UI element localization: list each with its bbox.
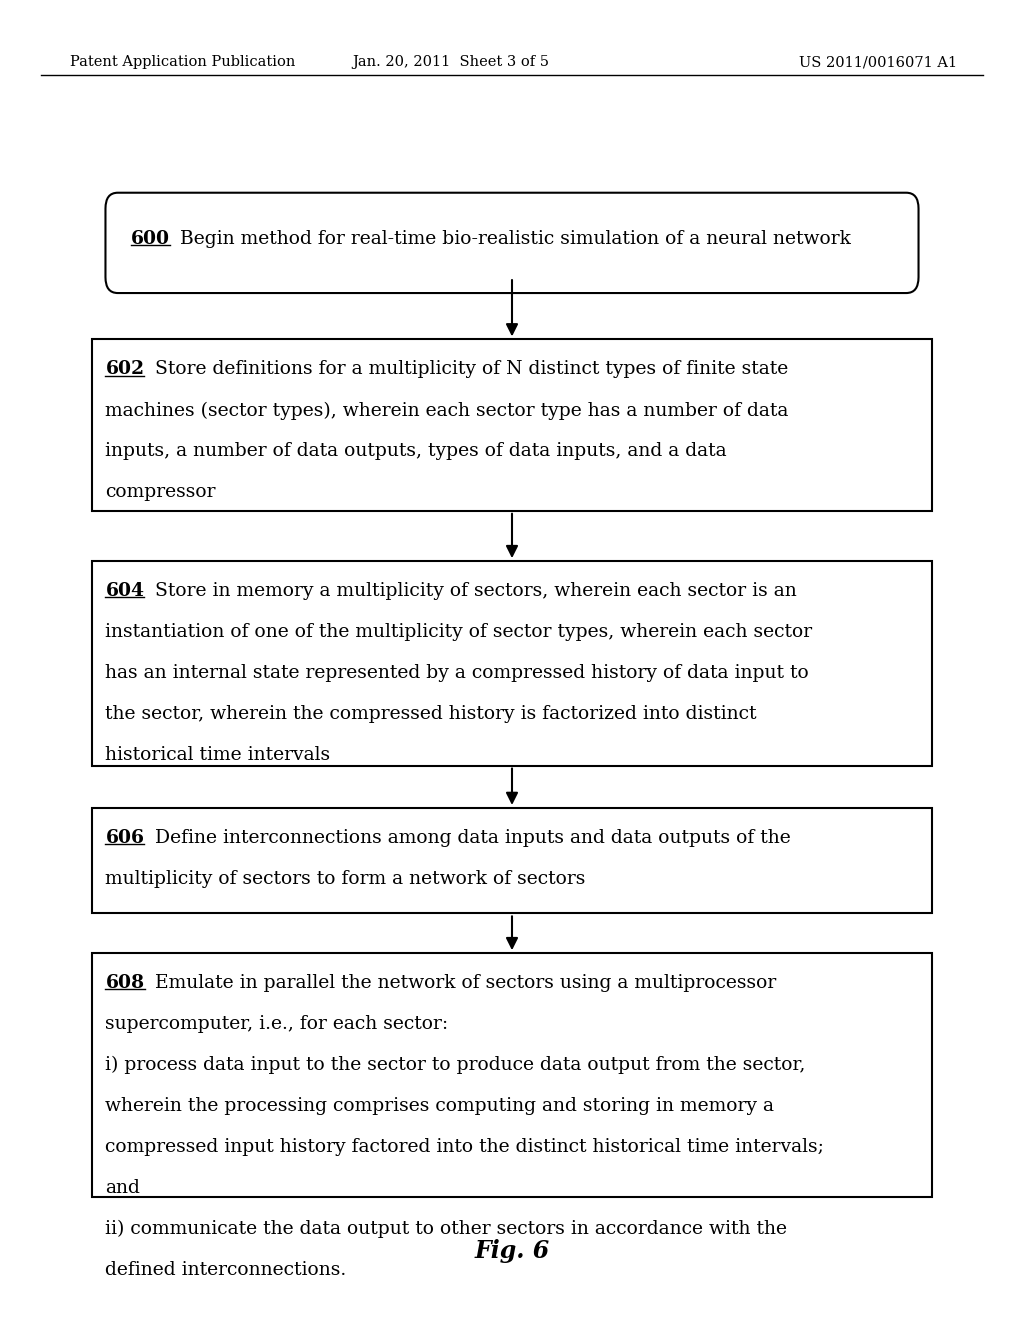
Text: 602: 602 (105, 360, 144, 379)
Text: Patent Application Publication: Patent Application Publication (70, 55, 295, 69)
Text: instantiation of one of the multiplicity of sector types, wherein each sector: instantiation of one of the multiplicity… (105, 623, 813, 642)
Text: i) process data input to the sector to produce data output from the sector,: i) process data input to the sector to p… (105, 1056, 806, 1074)
Text: Begin method for real-time bio-realistic simulation of a neural network: Begin method for real-time bio-realistic… (174, 230, 851, 248)
Text: Emulate in parallel the network of sectors using a multiprocessor: Emulate in parallel the network of secto… (148, 974, 776, 993)
Bar (92, 808, 932, 913)
Text: defined interconnections.: defined interconnections. (105, 1261, 347, 1279)
Text: and: and (105, 1179, 140, 1197)
Text: the sector, wherein the compressed history is factorized into distinct: the sector, wherein the compressed histo… (105, 705, 757, 723)
Text: 604: 604 (105, 582, 144, 601)
Text: inputs, a number of data outputs, types of data inputs, and a data: inputs, a number of data outputs, types … (105, 442, 727, 461)
Text: 606: 606 (105, 829, 144, 847)
Text: historical time intervals: historical time intervals (105, 746, 331, 764)
Bar (92, 339, 932, 511)
Text: 600: 600 (131, 230, 170, 248)
Text: Define interconnections among data inputs and data outputs of the: Define interconnections among data input… (148, 829, 791, 847)
Text: Jan. 20, 2011  Sheet 3 of 5: Jan. 20, 2011 Sheet 3 of 5 (352, 55, 549, 69)
Bar (92, 953, 932, 1197)
Text: has an internal state represented by a compressed history of data input to: has an internal state represented by a c… (105, 664, 809, 682)
Text: US 2011/0016071 A1: US 2011/0016071 A1 (800, 55, 957, 69)
Text: machines (sector types), wherein each sector type has a number of data: machines (sector types), wherein each se… (105, 401, 788, 420)
Text: compressed input history factored into the distinct historical time intervals;: compressed input history factored into t… (105, 1138, 824, 1156)
Text: wherein the processing comprises computing and storing in memory a: wherein the processing comprises computi… (105, 1097, 774, 1115)
Text: Store in memory a multiplicity of sectors, wherein each sector is an: Store in memory a multiplicity of sector… (148, 582, 797, 601)
Text: multiplicity of sectors to form a network of sectors: multiplicity of sectors to form a networ… (105, 870, 586, 888)
Text: compressor: compressor (105, 483, 216, 502)
Text: Fig. 6: Fig. 6 (474, 1239, 550, 1263)
FancyBboxPatch shape (105, 193, 919, 293)
Bar (92, 561, 932, 766)
Text: ii) communicate the data output to other sectors in accordance with the: ii) communicate the data output to other… (105, 1220, 787, 1238)
Text: Store definitions for a multiplicity of N distinct types of finite state: Store definitions for a multiplicity of … (148, 360, 787, 379)
Text: supercomputer, i.e., for each sector:: supercomputer, i.e., for each sector: (105, 1015, 449, 1034)
Text: 608: 608 (105, 974, 144, 993)
